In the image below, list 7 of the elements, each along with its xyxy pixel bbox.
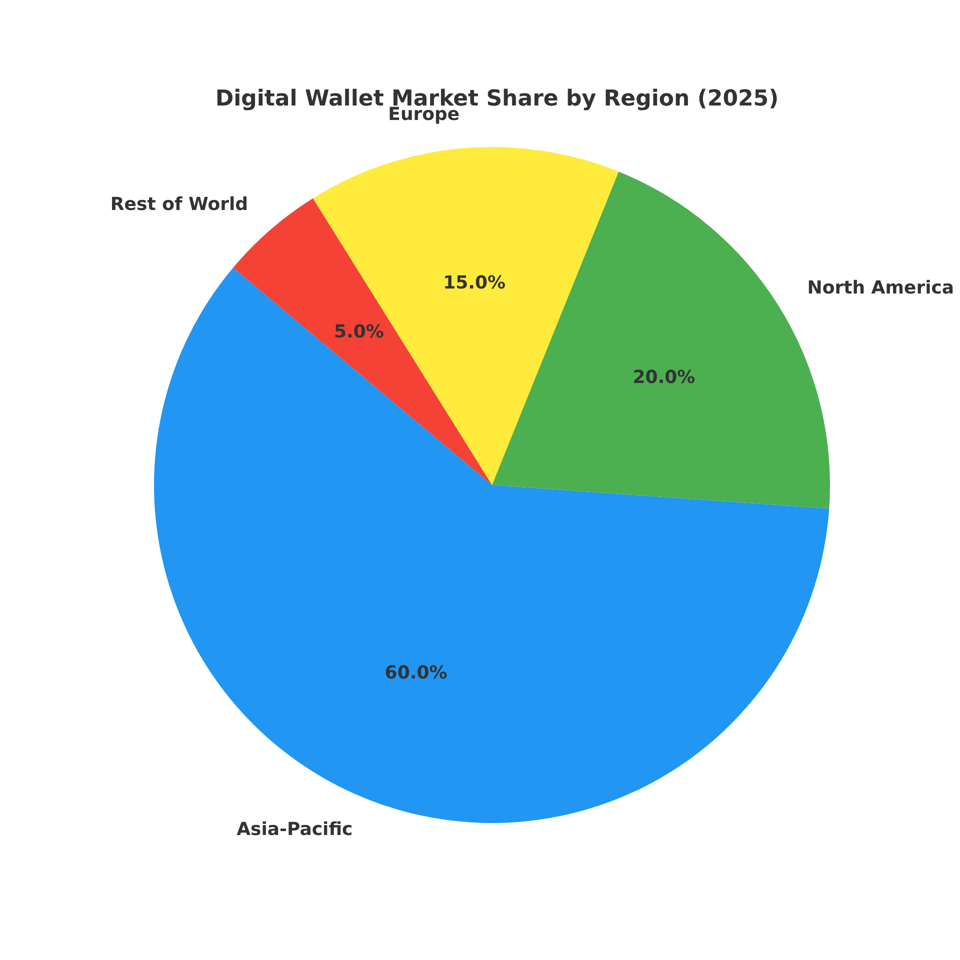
slice-label: Asia-Pacific bbox=[236, 819, 353, 840]
slice-label: Rest of World bbox=[110, 194, 248, 215]
data-label: 60.0% bbox=[384, 662, 448, 684]
data-label: 15.0% bbox=[443, 272, 506, 294]
slice-label: North America bbox=[807, 277, 954, 298]
data-label: 20.0% bbox=[632, 367, 696, 388]
data-label: 5.0% bbox=[334, 321, 384, 342]
